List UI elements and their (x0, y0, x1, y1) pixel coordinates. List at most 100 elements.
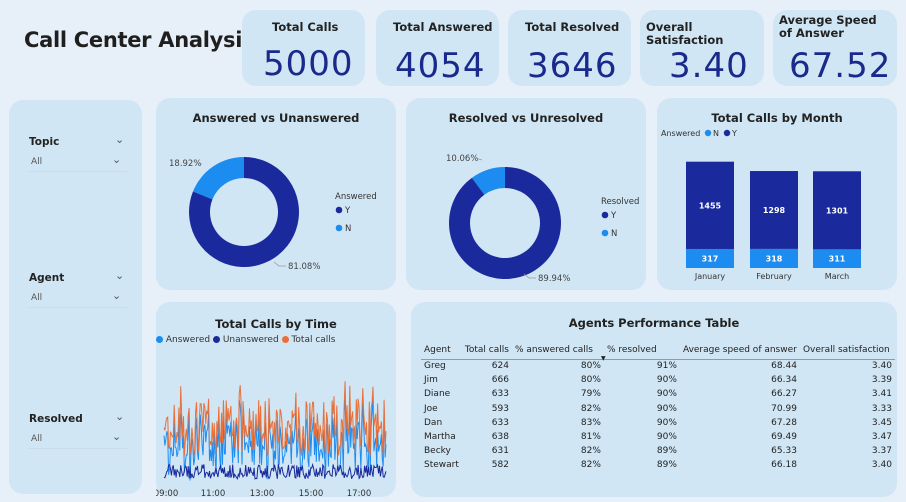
table-row[interactable]: Dan 633 83% 90% 67.28 3.45 (421, 416, 895, 430)
bar-n (750, 248, 798, 268)
label-leader (523, 273, 536, 279)
legend-swatch-y (723, 129, 731, 137)
table-cell: 3.37 (871, 446, 892, 457)
donut-slice-y (188, 157, 299, 267)
col-satisfaction[interactable]: Overall satisfaction (802, 345, 890, 356)
calls-by-month-chart: Answered N Y 317 1455 January 318 1298 Februa… (661, 129, 861, 281)
legend-swatch-y (601, 211, 609, 219)
topic-dropdown-icon[interactable]: ⌄ (112, 153, 122, 166)
table-cell: Diane (424, 389, 451, 400)
kpi-card-total-resolved[interactable]: Total Resolved 3646 (508, 10, 631, 86)
line-group (163, 381, 387, 481)
topic-collapse-icon[interactable]: ⌄ (115, 133, 125, 146)
sort-arrow-icon[interactable]: ▼ (601, 355, 606, 362)
answered-donut-panel[interactable]: Answered vs Unanswered 18.92% 81.08% Ans… (156, 98, 396, 290)
x-tick-label: 17:00 (347, 489, 372, 497)
x-tick-label: 13:00 (250, 489, 275, 497)
table-cell: 3.45 (871, 417, 892, 428)
data-label-n: 311 (829, 255, 846, 264)
donut-slice-n (192, 157, 244, 200)
table-row[interactable]: Diane 633 79% 90% 66.27 3.41 (421, 387, 895, 401)
table-row[interactable]: Joe 593 82% 90% 70.99 3.33 (421, 402, 895, 416)
kpi-value: 5000 (263, 44, 354, 84)
legend-title: Answered (335, 192, 377, 202)
topic-slicer-value[interactable]: All (31, 157, 43, 167)
tick-group: 09:00 11:00 13:00 15:00 17:00 (156, 489, 371, 497)
kpi-card-average-speed[interactable]: Average Speed of Answer 67.52 (773, 10, 897, 86)
legend-title: Answered (661, 129, 700, 138)
table-cell: 90% (656, 432, 677, 443)
bar-y (813, 171, 861, 250)
agent-slicer-value[interactable]: All (31, 293, 43, 303)
kpi-value: 67.52 (789, 46, 892, 86)
kpi-card-total-answered[interactable]: Total Answered 4054 (376, 10, 499, 86)
table-row[interactable]: Greg 624 80% 91% 68.44 3.40 (421, 359, 895, 373)
resolved-donut-panel[interactable]: Resolved vs Unresolved 10.06% 89.94% Res… (406, 98, 646, 290)
line-total-calls (163, 381, 387, 457)
legend-label-y: Y (344, 206, 351, 216)
calls-by-time-panel[interactable]: Total Calls by Time Answered Unanswered … (156, 302, 396, 497)
table-cell: 3.39 (871, 375, 892, 386)
agent-dropdown-icon[interactable]: ⌄ (112, 289, 122, 302)
table-cell: 90% (656, 403, 677, 414)
table-cell: 593 (491, 403, 509, 414)
calls-by-time-chart: 09:00 11:00 13:00 15:00 17:00 (156, 381, 387, 497)
legend-swatch-n (704, 129, 712, 137)
col-agent[interactable]: Agent (424, 345, 451, 356)
table-cell: 67.28 (771, 417, 797, 428)
col-answered[interactable]: % answered calls (514, 345, 593, 356)
resolved-slicer-label: Resolved (29, 413, 83, 425)
resolved-slicer-value[interactable]: All (31, 434, 43, 444)
chart-title: Total Calls by Time (215, 317, 337, 331)
table-cell: Stewart (424, 460, 459, 471)
slice-label-y: 89.94% (538, 274, 570, 284)
kpi-label: Total Resolved (525, 20, 620, 34)
table-cell: 66.27 (771, 389, 797, 400)
resolved-donut-chart: 10.06% 89.94% Resolved Y N (446, 154, 639, 284)
chart-title: Resolved vs Unresolved (448, 111, 604, 125)
table-cell: Joe (424, 403, 438, 414)
data-label-y: 1298 (763, 206, 786, 215)
table-cell: 89% (656, 446, 677, 457)
col-speed[interactable]: Average speed of answer (682, 345, 797, 356)
kpi-value: 4054 (395, 46, 486, 86)
label-leader (474, 157, 483, 161)
table-cell: 82% (580, 403, 601, 414)
donut-slices (449, 167, 561, 279)
table-row[interactable]: Becky 631 82% 89% 65.33 3.37 (421, 444, 895, 458)
agent-collapse-icon[interactable]: ⌄ (115, 269, 125, 282)
table-cell: 82% (580, 446, 601, 457)
table-row[interactable]: Jim 666 80% 90% 66.34 3.39 (421, 373, 895, 387)
col-resolved[interactable]: % resolved (606, 345, 657, 356)
table-row[interactable]: Stewart 582 82% 89% 66.18 3.40 (421, 458, 895, 472)
table-cell: 82% (580, 460, 601, 471)
bar-n (813, 249, 861, 268)
kpi-label: Total Calls (272, 20, 339, 34)
table-cell: 90% (656, 389, 677, 400)
legend-label-unanswered: Unanswered (222, 335, 279, 345)
table-header-row: Agent Total calls % answered calls % res… (421, 342, 895, 359)
divider (29, 448, 127, 449)
table-cell: 69.49 (771, 432, 797, 443)
legend-label-total: Total calls (291, 335, 336, 345)
legend-swatch-n (335, 224, 343, 232)
kpi-card-overall-satisfaction[interactable]: Overall Satisfaction 3.40 (640, 10, 764, 86)
label-leader (273, 261, 286, 267)
divider (29, 307, 127, 308)
data-label-n: 318 (766, 254, 783, 263)
agents-table-panel[interactable]: Agents Performance Table Agent Total cal… (411, 302, 897, 497)
line-answered (163, 395, 387, 481)
table-cell: 3.47 (871, 432, 892, 443)
table-row[interactable]: Martha 638 81% 90% 69.49 3.47 (421, 430, 895, 444)
x-tick-label: January (694, 272, 726, 281)
legend-swatch-answered (156, 336, 163, 343)
line-unanswered (163, 462, 387, 481)
resolved-collapse-icon[interactable]: ⌄ (115, 410, 125, 423)
kpi-card-total-calls[interactable]: Total Calls 5000 (242, 10, 365, 86)
legend-label-n: N (713, 129, 719, 138)
answered-donut-chart: 18.92% 81.08% Answered Y N (169, 157, 377, 272)
resolved-dropdown-icon[interactable]: ⌄ (112, 430, 122, 443)
col-total-calls[interactable]: Total calls (464, 345, 509, 356)
calls-by-month-panel[interactable]: Total Calls by Month Answered N Y 317 145… (657, 98, 897, 290)
table-cell: 3.40 (871, 460, 892, 471)
